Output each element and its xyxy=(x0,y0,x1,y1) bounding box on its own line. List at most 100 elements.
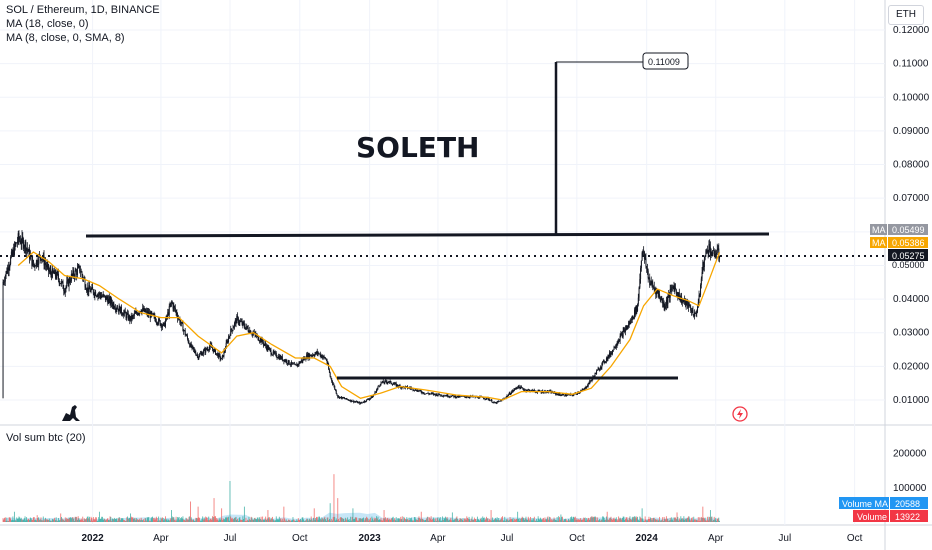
x-tick-label: Apr xyxy=(430,533,446,544)
volume-bar xyxy=(613,517,615,522)
candle-body xyxy=(144,308,146,312)
volume-bar xyxy=(240,519,242,522)
volume-bar xyxy=(413,520,415,522)
candle-body xyxy=(64,289,66,294)
volume-bar xyxy=(16,517,18,522)
volume-bar xyxy=(453,519,455,522)
volume-bar xyxy=(550,520,552,522)
candle-body xyxy=(608,355,610,357)
volume-bar xyxy=(462,518,464,522)
volume-bar xyxy=(32,517,34,522)
candle-body xyxy=(134,313,136,314)
volume-bar xyxy=(576,518,578,522)
volume-bar xyxy=(711,516,713,522)
volume-bar xyxy=(712,520,714,522)
volume-bar xyxy=(334,516,336,522)
candle-body xyxy=(205,348,207,353)
candle-body xyxy=(520,386,522,389)
tradingview-logo-icon[interactable] xyxy=(62,405,80,421)
time-axis[interactable]: 2022 Apr Jul Oct 2023 Apr Jul Oct 2024 Apr Jul Oct xyxy=(81,533,862,544)
candle-body xyxy=(658,293,660,295)
volume-bar xyxy=(246,519,248,522)
candle-body xyxy=(668,293,670,298)
candle-body xyxy=(76,268,78,275)
soleth-annotation[interactable]: SOLETH xyxy=(356,131,479,164)
callout-box[interactable] xyxy=(642,52,689,70)
ma-line-path xyxy=(17,251,721,401)
volume-bar xyxy=(573,516,575,522)
candle-body xyxy=(293,364,295,365)
volume-bar xyxy=(308,519,310,522)
candle-body xyxy=(50,270,52,274)
volume-bar xyxy=(650,517,651,522)
volume-bar xyxy=(672,519,673,522)
volume-bar xyxy=(301,517,303,522)
volume-bar xyxy=(611,519,613,522)
volume-bar xyxy=(701,517,703,522)
volume-bar xyxy=(333,474,335,522)
candle-body xyxy=(681,296,683,304)
volume-bar xyxy=(424,520,426,522)
candle-body xyxy=(7,267,9,271)
candle-body xyxy=(19,239,21,241)
volume-legend[interactable]: Vol sum btc (20) xyxy=(6,432,86,444)
candle-body xyxy=(289,364,291,365)
candle-body xyxy=(89,289,91,292)
candle-body xyxy=(353,401,355,403)
volume-bar xyxy=(111,518,113,522)
volume-bar xyxy=(433,518,435,522)
volume-bar xyxy=(514,518,516,522)
candle-body xyxy=(267,345,269,350)
volume-bar xyxy=(172,517,174,522)
drawing-tools[interactable] xyxy=(0,61,887,380)
resistance-trendline[interactable] xyxy=(85,232,770,238)
candle-body xyxy=(367,399,369,400)
volume-bar xyxy=(126,517,128,522)
symbol-legend[interactable]: SOL / Ethereum, 1D, BINANCE xyxy=(6,4,160,16)
volume-bar xyxy=(29,520,31,522)
candle-body xyxy=(421,392,423,394)
candle-body xyxy=(245,327,247,330)
candle-body xyxy=(424,393,426,395)
volume-ma-label: Volume MA xyxy=(842,499,888,509)
volume-bar xyxy=(328,518,330,522)
volume-bar xyxy=(176,520,178,522)
candle-body xyxy=(250,333,252,335)
candle-body xyxy=(319,353,321,355)
volume-bar xyxy=(219,519,221,522)
volume-bar xyxy=(518,518,520,522)
volume-bar xyxy=(425,519,427,522)
candle-body xyxy=(608,352,610,357)
volume-bar xyxy=(343,518,345,522)
volume-bar xyxy=(10,520,12,522)
candle-body xyxy=(366,399,368,400)
candle-body xyxy=(422,392,424,394)
flash-alert-icon[interactable] xyxy=(732,406,748,422)
volume-bar xyxy=(297,518,299,522)
ma-18-legend[interactable]: MA (18, close, 0) xyxy=(6,18,89,30)
volume-bar xyxy=(643,520,645,522)
volume-bar xyxy=(201,518,203,522)
candle-body xyxy=(387,382,389,383)
candle-body xyxy=(67,279,69,287)
volume-bar xyxy=(498,518,500,522)
candle-body xyxy=(91,286,93,290)
price-axis[interactable]: 0.120000.110000.100000.090000.080000.070… xyxy=(893,25,930,406)
volume-bar xyxy=(581,519,583,522)
candle-body xyxy=(615,346,617,347)
candle-body xyxy=(700,284,702,295)
candle-body xyxy=(686,301,688,302)
candle-body xyxy=(519,387,521,389)
volume-bar xyxy=(687,517,689,522)
volume-bar xyxy=(593,516,594,522)
candle-body xyxy=(229,335,231,337)
candle-body xyxy=(186,335,188,337)
candle-body xyxy=(618,340,620,342)
currency-button[interactable]: ETH xyxy=(888,5,924,25)
volume-bar xyxy=(244,520,246,522)
candle-body xyxy=(654,289,656,290)
ma-8-legend[interactable]: MA (8, close, 0, SMA, 8) xyxy=(6,32,125,44)
candle-body xyxy=(328,369,330,373)
